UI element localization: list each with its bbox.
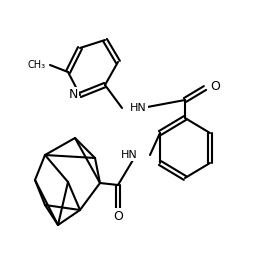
- Text: O: O: [210, 79, 220, 93]
- Text: HN: HN: [121, 150, 138, 160]
- Text: CH₃: CH₃: [28, 60, 46, 70]
- Text: N: N: [69, 89, 78, 101]
- Text: HN: HN: [130, 103, 147, 113]
- Text: O: O: [113, 210, 123, 222]
